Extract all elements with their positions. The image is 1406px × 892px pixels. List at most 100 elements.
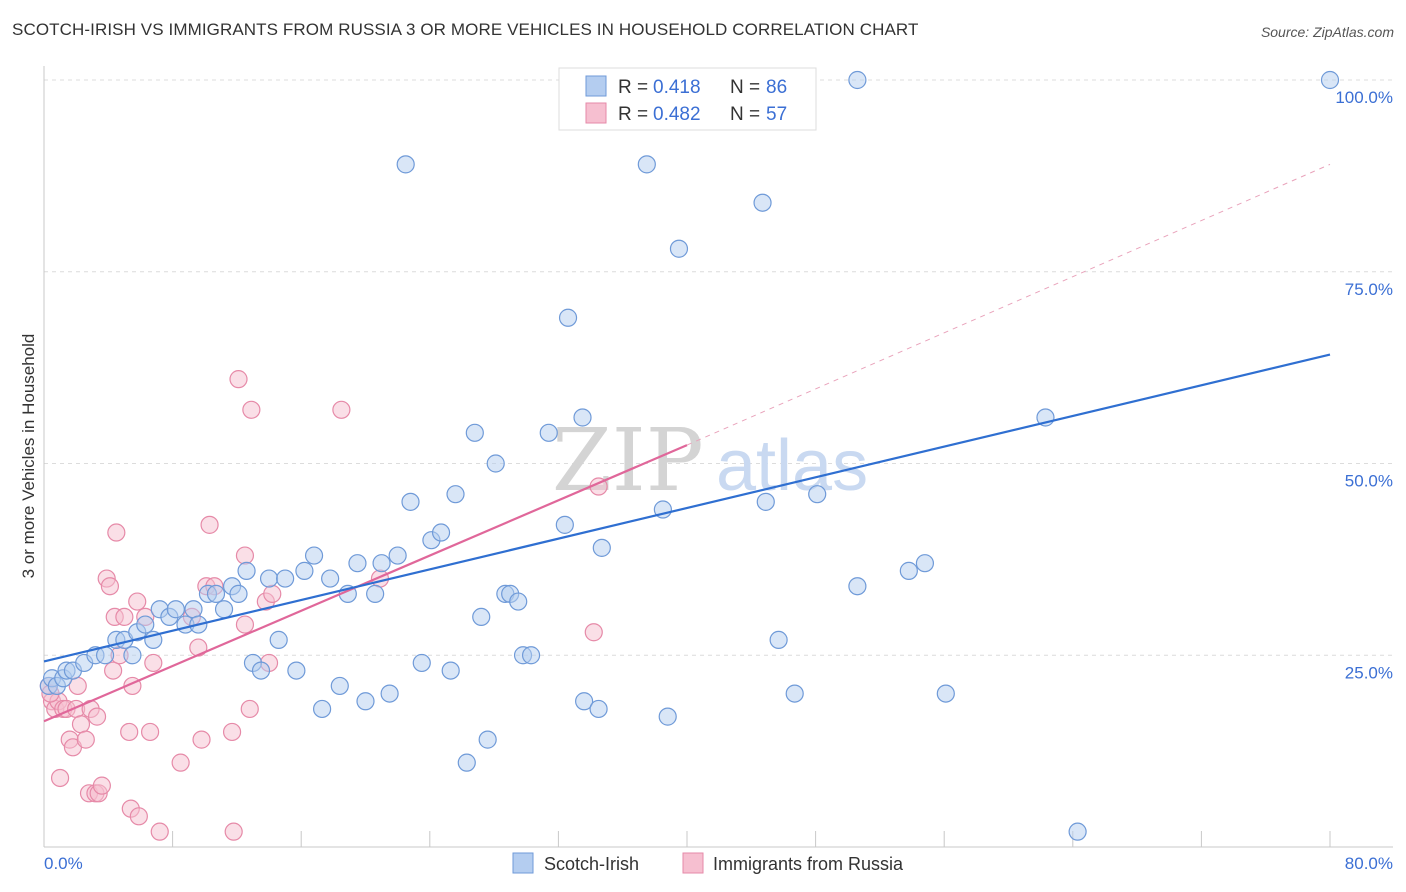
scotch-irish-point-66 <box>575 692 594 711</box>
scotch-irish-point-43 <box>380 684 399 703</box>
scotch-irish-point-33 <box>295 561 314 580</box>
russia-point-47 <box>240 699 259 719</box>
scotch-irish-point-13 <box>136 615 155 634</box>
russia-point-12 <box>76 730 95 749</box>
scotch-irish-point-22 <box>206 584 226 603</box>
scotch-irish-point-17 <box>166 600 185 619</box>
scotch-irish-point-72 <box>658 707 677 726</box>
scotch-irish-point-83 <box>936 684 955 703</box>
russia-point-52 <box>332 400 351 419</box>
russia-point-34 <box>150 822 169 841</box>
scotch-irish-point-54 <box>472 607 491 627</box>
russia-point-30 <box>129 807 148 826</box>
scotch-irish-point-41 <box>366 584 385 603</box>
russia-point-51 <box>263 584 282 603</box>
source-credit: Source: ZipAtlas.com <box>1260 24 1394 40</box>
scotch-irish-point-76 <box>769 630 788 650</box>
scotch-irish-point-86 <box>1320 70 1340 90</box>
y-tick-label-50: 50.0% <box>1345 472 1393 491</box>
russia-point-43 <box>224 822 243 841</box>
scotch-irish-point-82 <box>915 554 935 573</box>
legend-n-value-1: 86 <box>766 77 787 98</box>
russia-point-18 <box>92 776 111 795</box>
scotch-irish-point-69 <box>637 155 656 174</box>
scotch-irish-point-77 <box>785 684 804 703</box>
legend-swatch-russia <box>585 102 607 124</box>
russia-point-35 <box>171 753 190 772</box>
chart-title: SCOTCH-IRISH VS IMMIGRANTS FROM RUSSIA 3… <box>12 20 919 39</box>
scotch-irish-point-23 <box>214 600 234 619</box>
scotch-irish-point-29 <box>259 569 279 588</box>
scotch-irish-point-46 <box>401 492 420 511</box>
scotch-irish-point-78 <box>808 485 827 504</box>
russia-point-42 <box>222 722 242 742</box>
legend-r-value-2: 0.482 <box>653 104 701 125</box>
scotch-irish-point-73 <box>669 239 689 258</box>
scotch-irish-point-40 <box>356 692 375 711</box>
scotch-irish-point-26 <box>237 561 256 580</box>
russia-point-38 <box>192 730 211 749</box>
scotch-irish-point-45 <box>396 155 415 174</box>
scotch-irish-point-52 <box>457 753 476 772</box>
scotch-irish-point-47 <box>412 653 431 673</box>
y-tick-label-25: 25.0% <box>1345 663 1393 682</box>
scotch-irish-point-39 <box>348 554 367 573</box>
russia-point-21 <box>104 661 123 680</box>
scotch-irish-point-56 <box>486 454 505 473</box>
scotch-irish-point-63 <box>555 515 574 534</box>
stats-legend: R = 0.418 N = 86 R = 0.482 N = 57 <box>558 67 817 131</box>
russia-point-16 <box>87 707 107 726</box>
scotch-irish-point-85 <box>1068 822 1087 841</box>
russia-point-29 <box>128 592 147 611</box>
series-legend-swatch-russia <box>682 852 704 874</box>
scotch-irish-point-34 <box>304 546 324 565</box>
scotch-irish-point-44 <box>388 546 407 565</box>
scotch-irish-point-30 <box>269 630 288 650</box>
russia-point-33 <box>144 653 163 673</box>
scotch-irish-point-53 <box>465 423 484 442</box>
legend-n-label-2: N = <box>730 104 760 125</box>
watermark-atlas: atlas <box>716 426 868 506</box>
scotch-irish-trend-line <box>43 353 1331 663</box>
scotch-irish-point-79 <box>848 577 867 596</box>
y-axis-tick-labels: 25.0% 50.0% 75.0% 100.0% <box>1335 88 1393 682</box>
russia-point-25 <box>115 607 134 627</box>
russia-point-23 <box>107 523 126 542</box>
scotch-irish-point-68 <box>592 538 611 557</box>
legend-n-value-2: 57 <box>766 104 787 125</box>
russia-point-11 <box>71 715 91 734</box>
scotch-irish-point-67 <box>589 699 608 719</box>
russia-point-44 <box>229 370 248 389</box>
scotch-irish-point-64 <box>558 308 578 327</box>
scotch-irish-point-31 <box>276 569 295 588</box>
russia-point-20 <box>100 577 120 596</box>
watermark-zip: ZIP <box>552 411 704 511</box>
scotch-irish-point-80 <box>848 70 867 90</box>
legend-swatch-scotch-irish <box>585 75 607 97</box>
legend-r-value-1: 0.418 <box>653 77 701 98</box>
scotch-irish-point-36 <box>321 569 340 588</box>
series-legend-label-scotch-irish: Scotch-Irish <box>544 854 639 874</box>
russia-point-4 <box>50 768 70 788</box>
russia-point-26 <box>120 722 139 742</box>
scotch-irish-point-75 <box>756 492 775 511</box>
legend-n-label-1: N = <box>730 77 760 98</box>
scotch-irish-point-59 <box>509 592 528 611</box>
series-scotch-irish <box>39 70 1340 841</box>
scotch-irish-point-62 <box>539 423 558 442</box>
scotch-irish-point-42 <box>372 554 391 573</box>
scotch-irish-point-50 <box>441 661 460 680</box>
y-tick-label-100: 100.0% <box>1335 88 1393 107</box>
x-tick-label-min: 0.0% <box>44 854 83 873</box>
scotch-irish-point-74 <box>753 193 772 212</box>
y-axis-label: 3 or more Vehicles in Household <box>19 334 38 579</box>
scotch-irish-point-37 <box>330 676 349 696</box>
russia-point-54 <box>584 623 603 642</box>
series-legend-swatch-scotch-irish <box>512 852 534 874</box>
scotch-irish-point-81 <box>899 561 918 580</box>
russia-point-46 <box>235 615 255 634</box>
legend-r-label-2: R = <box>618 104 648 125</box>
russia-point-40 <box>200 515 219 534</box>
series-legend: Scotch-Irish Immigrants from Russia <box>512 852 904 874</box>
scotch-irish-point-49 <box>431 523 451 542</box>
